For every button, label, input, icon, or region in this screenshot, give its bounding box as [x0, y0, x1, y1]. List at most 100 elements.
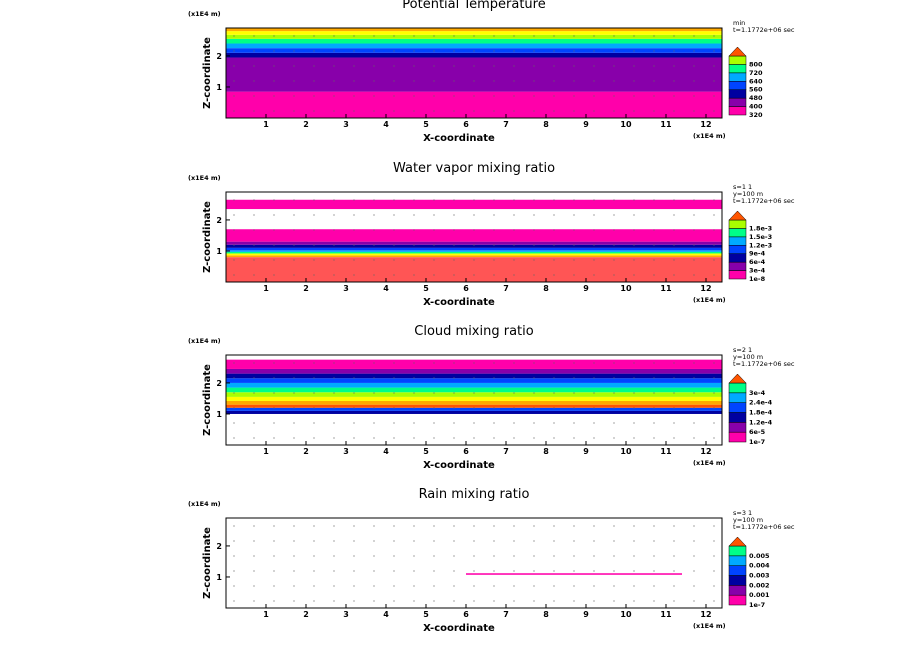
grid-dot	[393, 525, 395, 527]
grid-dot	[433, 600, 435, 602]
grid-dot	[353, 540, 355, 542]
grid-dot	[313, 585, 315, 587]
grid-dot	[233, 525, 235, 527]
grid-dot	[433, 585, 435, 587]
grid-dot	[433, 570, 435, 572]
grid-dot	[533, 570, 535, 572]
grid-dot	[613, 437, 615, 439]
grid-dot	[593, 50, 595, 52]
grid-dot	[553, 274, 555, 276]
grid-dot	[713, 274, 715, 276]
grid-dot	[573, 259, 575, 261]
grid-dot	[233, 95, 235, 97]
grid-dot	[433, 540, 435, 542]
grid-dot	[253, 274, 255, 276]
grid-dot	[593, 110, 595, 112]
grid-dot	[653, 377, 655, 379]
grid-dot	[593, 585, 595, 587]
grid-dot	[533, 540, 535, 542]
grid-dot	[693, 377, 695, 379]
colorbar-swatch	[728, 422, 747, 433]
meta-text: y=100 m	[733, 516, 763, 524]
grid-dot	[353, 110, 355, 112]
x-tick-label: 10	[620, 284, 632, 293]
grid-dot	[233, 199, 235, 201]
grid-dot	[273, 377, 275, 379]
grid-dot	[373, 422, 375, 424]
colorbar-label: 0.002	[749, 581, 770, 589]
x-tick-label: 7	[503, 284, 509, 293]
grid-dot	[433, 229, 435, 231]
grid-dot	[273, 229, 275, 231]
grid-dot	[693, 422, 695, 424]
grid-dot	[333, 362, 335, 364]
grid-dot	[613, 80, 615, 82]
contour-band	[226, 382, 722, 388]
grid-dot	[473, 214, 475, 216]
grid-dot	[453, 110, 455, 112]
grid-dot	[293, 585, 295, 587]
grid-dot	[453, 600, 455, 602]
grid-dot	[713, 362, 715, 364]
grid-dot	[653, 570, 655, 572]
grid-dot	[233, 422, 235, 424]
colorbar-label: 560	[749, 86, 763, 94]
grid-dot	[633, 437, 635, 439]
grid-dot	[253, 422, 255, 424]
panel-2: Water vapor mixing ratio(x1E4 m)1 2 3 4 5 6 7 8…	[188, 161, 795, 308]
x-tick-label: 1	[263, 120, 269, 129]
colorbar-swatch	[728, 55, 747, 65]
grid-dot	[253, 229, 255, 231]
grid-dot	[393, 377, 395, 379]
grid-dot	[493, 199, 495, 201]
grid-dot	[673, 199, 675, 201]
grid-dot	[673, 570, 675, 572]
grid-dot	[653, 214, 655, 216]
grid-dot	[653, 422, 655, 424]
x-scale-note: (x1E4 m)	[693, 132, 726, 140]
grid-dot	[413, 525, 415, 527]
x-axis-label: X-coordinate	[423, 133, 495, 144]
grid-dot	[713, 80, 715, 82]
plot-frame	[225, 191, 723, 283]
contour-band	[226, 247, 722, 251]
grid-dot	[573, 437, 575, 439]
grid-dot	[233, 437, 235, 439]
z-tick-label: 2	[216, 542, 222, 551]
grid-dot	[653, 392, 655, 394]
grid-dot	[633, 65, 635, 67]
grid-dot	[373, 600, 375, 602]
grid-dot	[653, 50, 655, 52]
x-tick-label: 3	[343, 284, 349, 293]
grid-dot	[613, 65, 615, 67]
grid-dot	[393, 110, 395, 112]
x-tick-label: 6	[463, 447, 469, 456]
grid-dot	[313, 540, 315, 542]
grid-dot	[273, 214, 275, 216]
y-axis-label: Z-coordinate	[202, 527, 213, 599]
grid-dot	[653, 525, 655, 527]
grid-dot	[693, 437, 695, 439]
grid-dot	[453, 50, 455, 52]
grid-dot	[353, 274, 355, 276]
grid-dot	[633, 585, 635, 587]
colorbar-label: 6e-5	[749, 428, 766, 436]
colorbar-swatch	[728, 64, 747, 74]
grid-dot	[373, 229, 375, 231]
grid-dot	[433, 80, 435, 82]
grid-dot	[673, 110, 675, 112]
grid-dot	[573, 95, 575, 97]
grid-dot	[653, 244, 655, 246]
contour-band	[226, 244, 722, 248]
grid-dot	[233, 244, 235, 246]
x-tick-label: 7	[503, 610, 509, 619]
contour-band	[226, 359, 722, 369]
colorbar-label: 800	[749, 60, 763, 68]
grid-dot	[253, 65, 255, 67]
grid-dot	[373, 540, 375, 542]
grid-dot	[453, 274, 455, 276]
grid-dot	[313, 555, 315, 557]
grid-dot	[533, 199, 535, 201]
x-axis-label: X-coordinate	[423, 297, 495, 308]
grid-dot	[353, 525, 355, 527]
